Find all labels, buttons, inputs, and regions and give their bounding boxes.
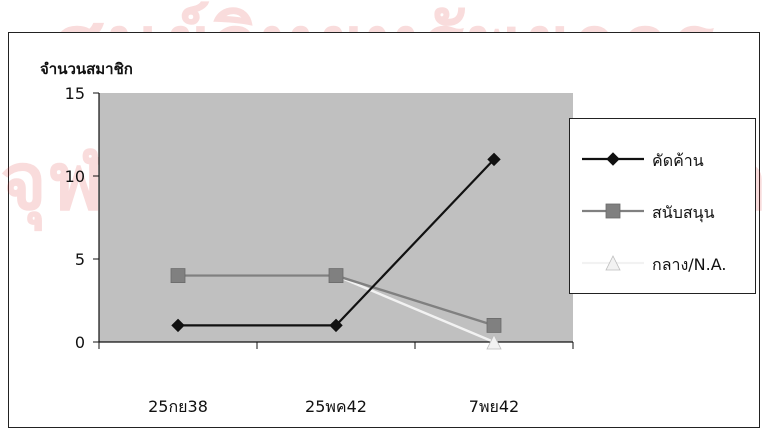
y-tick-label: 5 xyxy=(75,250,85,269)
legend-marker xyxy=(605,203,621,219)
series-0-point xyxy=(487,152,501,167)
legend-label-support: สนับสนุน xyxy=(652,203,715,222)
legend-swatch-neutral xyxy=(582,255,644,271)
legend-label-opposed: คัดค้าน xyxy=(652,151,704,170)
series-2-point xyxy=(486,334,502,350)
legend-item-neutral: กลาง/N.A. xyxy=(570,248,755,278)
series-0-point xyxy=(171,318,185,333)
legend-item-support: สนับสนุน xyxy=(570,196,755,226)
series-1-point xyxy=(486,317,502,333)
y-tick-label: 10 xyxy=(65,167,85,186)
x-tick-label: 25พค42 xyxy=(305,397,367,416)
legend: คัดค้าน สนับสนุน กลาง/N.A. xyxy=(569,118,756,294)
x-tick-label: 25กย38 xyxy=(148,397,208,416)
y-axis-label: จำนวนสมาชิก xyxy=(40,60,133,78)
legend-item-opposed: คัดค้าน xyxy=(570,144,755,174)
legend-marker xyxy=(605,255,621,271)
legend-label-neutral: กลาง/N.A. xyxy=(652,255,727,274)
plot-area xyxy=(99,93,573,342)
x-tick-label: 7พย42 xyxy=(469,397,519,416)
legend-swatch-support xyxy=(582,203,644,219)
y-tick-label: 0 xyxy=(75,333,85,352)
series-0-point xyxy=(329,318,343,333)
legend-swatch-opposed xyxy=(582,152,644,166)
y-tick-label: 15 xyxy=(65,84,85,103)
series-1-point xyxy=(170,268,186,284)
series-1-point xyxy=(328,268,344,284)
legend-marker xyxy=(606,152,620,166)
